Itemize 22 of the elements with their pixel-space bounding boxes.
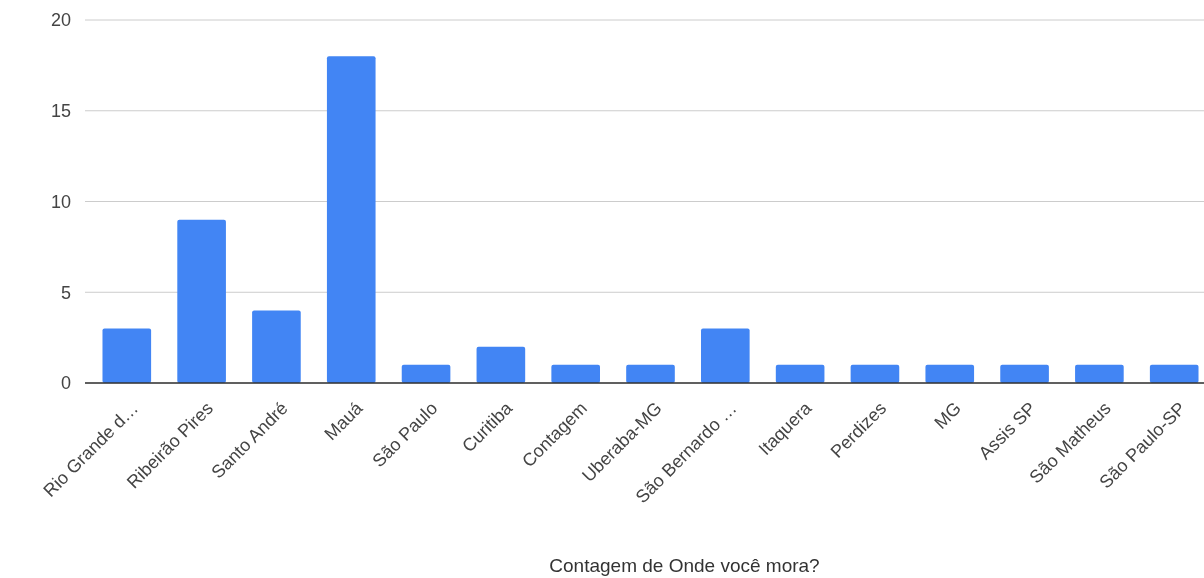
bar bbox=[252, 310, 301, 383]
y-tick-label: 20 bbox=[50, 10, 71, 31]
bar bbox=[551, 364, 600, 383]
bar bbox=[326, 56, 376, 383]
x-axis-title: Contagem de Onde você mora? bbox=[549, 555, 820, 576]
y-tick-label: 15 bbox=[50, 101, 71, 122]
bar bbox=[925, 364, 975, 383]
bar bbox=[102, 328, 152, 383]
bar bbox=[701, 328, 750, 383]
bar bbox=[1000, 364, 1049, 383]
bar bbox=[177, 219, 226, 383]
bar bbox=[775, 364, 825, 383]
bar bbox=[626, 364, 675, 383]
bar bbox=[401, 364, 451, 383]
y-tick-label: 5 bbox=[60, 282, 71, 303]
bar bbox=[1075, 364, 1124, 383]
y-tick-label: 10 bbox=[50, 191, 71, 212]
y-tick-label: 0 bbox=[60, 373, 71, 394]
bar bbox=[476, 346, 526, 383]
bar bbox=[1149, 364, 1199, 383]
x-tick-label: MG bbox=[930, 398, 966, 433]
bar bbox=[850, 364, 900, 383]
